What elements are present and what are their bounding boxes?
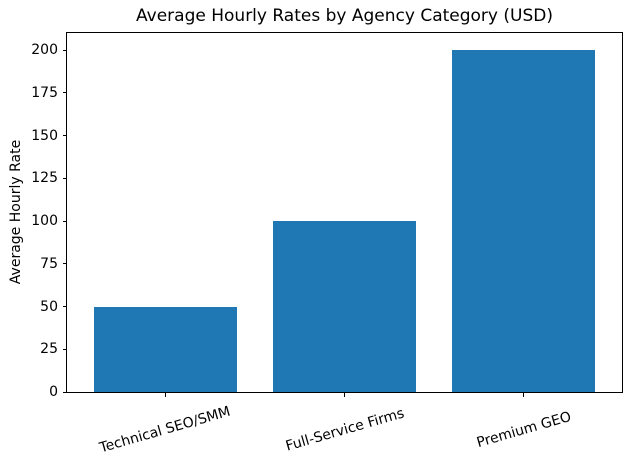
y-axis-tick-label: 25 <box>40 341 58 358</box>
y-axis-tick-label: 200 <box>31 42 58 59</box>
x-tick-mark <box>164 393 166 397</box>
y-axis-tick-label: 75 <box>40 255 58 272</box>
bar <box>451 50 596 392</box>
y-axis-tick-label: 150 <box>31 127 58 144</box>
chart-title: Average Hourly Rates by Agency Category … <box>136 6 553 26</box>
y-axis-tick-label: 100 <box>31 213 58 230</box>
y-tick-mark <box>63 263 67 265</box>
y-tick-mark <box>63 391 67 393</box>
y-tick-mark <box>63 177 67 179</box>
y-axis-tick-label: 0 <box>49 384 58 400</box>
x-axis-tick-label: Technical SEO/SMM <box>98 403 233 457</box>
bar <box>93 306 238 392</box>
x-axis-tick-label: Premium GEO <box>474 408 573 452</box>
bar <box>272 221 417 392</box>
y-tick-mark <box>63 49 67 51</box>
y-tick-mark <box>63 306 67 308</box>
y-axis-tick-label: 125 <box>31 170 58 187</box>
y-tick-mark <box>63 348 67 350</box>
x-tick-mark <box>523 393 525 397</box>
y-tick-mark <box>63 220 67 222</box>
y-tick-mark <box>63 135 67 137</box>
y-axis-tick-label: 175 <box>31 84 58 101</box>
y-axis-tick-label: 50 <box>40 298 58 315</box>
y-tick-mark <box>63 92 67 94</box>
x-axis-tick-label: Full-Service Firms <box>283 405 406 455</box>
x-tick-mark <box>344 393 345 397</box>
